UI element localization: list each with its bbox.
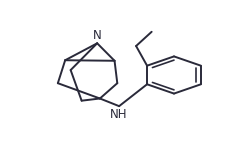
- Text: N: N: [93, 29, 101, 42]
- Text: NH: NH: [110, 108, 127, 121]
